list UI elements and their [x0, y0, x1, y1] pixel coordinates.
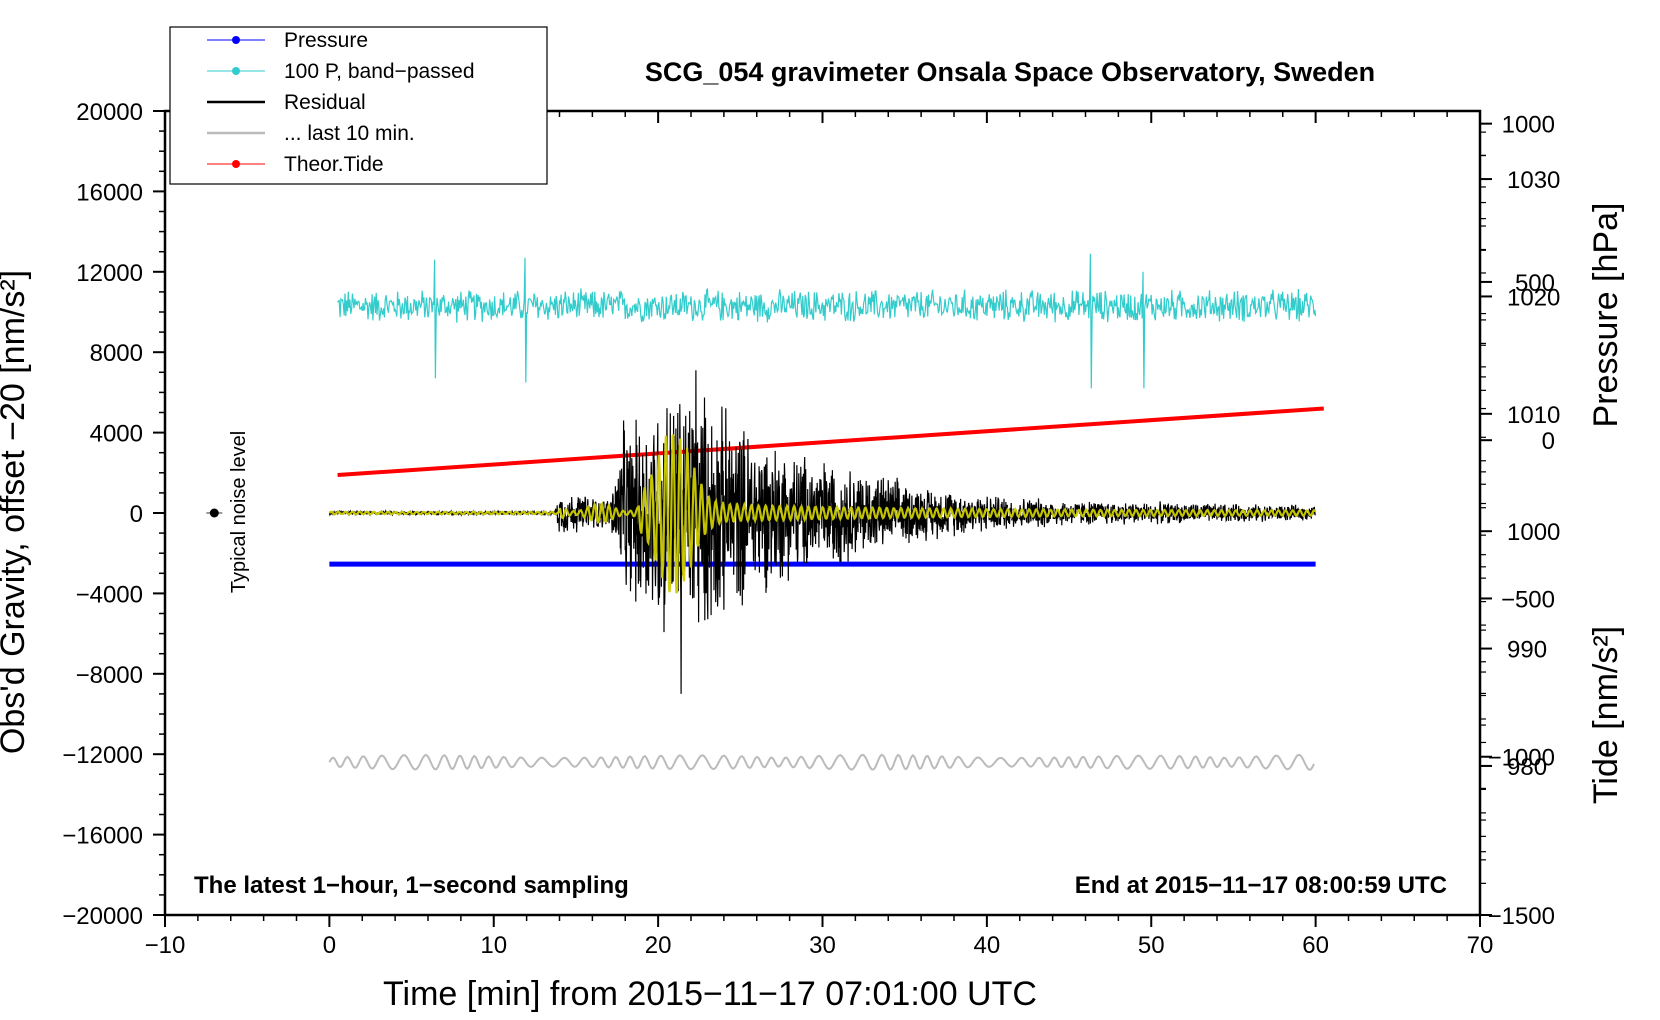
y-tick-label: −16000: [62, 823, 143, 850]
x-tick-label: −10: [145, 932, 186, 959]
series-layer: [206, 253, 1324, 771]
noise-level-label: Typical noise level: [228, 431, 250, 593]
series-band-passed-residual: [328, 434, 1317, 594]
x-tick-label: 20: [645, 932, 672, 959]
pressure-tick-label: 1030: [1507, 167, 1560, 194]
series-last-10-min: [328, 753, 1315, 771]
y-axis-title-tide: Tide [nm/s²]: [1587, 626, 1625, 804]
legend: Pressure 100 P, band−passed Residual ... la…: [169, 26, 548, 185]
tide-tick-label: −500: [1501, 586, 1555, 613]
series-100p-band-passed: [337, 253, 1317, 389]
noise-level-marker: [209, 508, 219, 518]
chart-title: SCG_054 gravimeter Onsala Space Observat…: [645, 57, 1375, 87]
pressure-tick-label: 1010: [1507, 402, 1560, 429]
legend-items: Pressure 100 P, band−passed Residual ... la…: [207, 29, 475, 176]
y-tick-label: −4000: [76, 581, 143, 608]
pressure-tick-label: 980: [1507, 754, 1547, 781]
x-tick-label: 30: [809, 932, 836, 959]
x-tick-label: 40: [974, 932, 1001, 959]
pressure-tick-label: 990: [1507, 637, 1547, 664]
y-axis-title-pressure: Pressure [hPa]: [1587, 203, 1625, 428]
y-tick-label: 12000: [76, 260, 143, 287]
tide-tick-label: −1000: [1488, 745, 1555, 772]
y-tick-label: −12000: [62, 742, 143, 769]
end-time-annotation: End at 2015−11−17 08:00:59 UTC: [1075, 872, 1447, 899]
legend-box: [169, 26, 548, 185]
x-tick-label: 70: [1467, 932, 1494, 959]
legend-marker: [232, 160, 240, 168]
pressure-tick-label: 1000: [1507, 519, 1560, 546]
y-tick-label: 0: [130, 501, 143, 528]
legend-label: 100 P, band−passed: [284, 60, 475, 83]
legend-marker: [232, 36, 240, 44]
legend-label: Pressure: [284, 29, 368, 52]
x-tick-label: 0: [323, 932, 336, 959]
tide-tick-label: 0: [1542, 428, 1555, 455]
y-tick-label: 20000: [76, 99, 143, 126]
pressure-tick-label: 1020: [1507, 284, 1560, 311]
legend-label: ... last 10 min.: [284, 122, 415, 145]
y-tick-label: 8000: [90, 340, 143, 367]
tide-tick-label: −1500: [1488, 903, 1555, 930]
tide-tick-label: 500: [1515, 270, 1555, 297]
y-axis-title-gravity: Obs'd Gravity, offset −20 [nm/s²]: [0, 270, 32, 754]
legend-label: Theor.Tide: [284, 153, 384, 176]
x-tick-label: 50: [1138, 932, 1165, 959]
sampling-annotation: The latest 1−hour, 1−second sampling: [194, 872, 629, 899]
y-tick-label: 16000: [76, 179, 143, 206]
x-axis-title: Time [min] from 2015−11−17 07:01:00 UTC: [383, 975, 1037, 1013]
legend-marker: [232, 67, 240, 75]
y-tick-label: −20000: [62, 903, 143, 930]
legend-label: Residual: [284, 91, 366, 114]
axes-layer: −10 0 10 20 30 40 50 60 702000016000120008000400…: [62, 99, 1560, 959]
series-theor-tide: [337, 406, 1324, 477]
y-tick-label: 4000: [90, 421, 143, 448]
tide-tick-label: 1000: [1502, 112, 1555, 139]
y-tick-label: −8000: [76, 662, 143, 689]
x-tick-label: 60: [1302, 932, 1329, 959]
x-tick-label: 10: [480, 932, 507, 959]
